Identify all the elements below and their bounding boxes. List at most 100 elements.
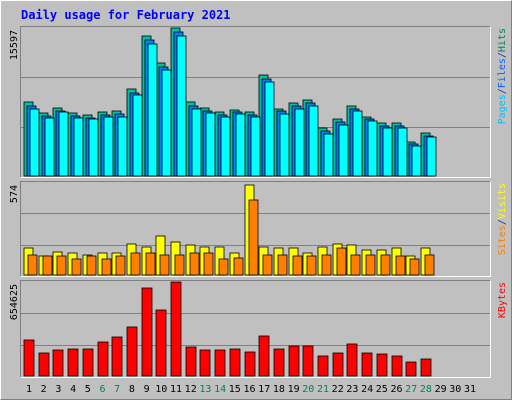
bar-pages-day-13: [205, 112, 216, 177]
bar-sites-day-27: [409, 258, 420, 276]
day-label-10: 10: [155, 384, 167, 395]
day-label-23: 23: [346, 384, 358, 395]
legend-entry: Files: [497, 58, 508, 88]
y-max-label: 654625: [9, 284, 20, 320]
bar-pages-day-1: [29, 108, 40, 177]
day-label-4: 4: [70, 384, 76, 395]
day-label-19: 19: [288, 384, 300, 395]
legend: Pages/Files/Hits: [497, 28, 508, 124]
bar-sites-day-8: [130, 252, 141, 276]
legend-entry: Hits: [497, 28, 508, 52]
legend-entry: Sites: [497, 225, 508, 255]
bar-sites-day-25: [380, 254, 391, 276]
day-label-29: 29: [435, 384, 447, 395]
bar-pages-day-3: [58, 111, 69, 177]
day-label-14: 14: [214, 384, 226, 395]
bar-kbytes-day-21: [317, 355, 329, 377]
bar-sites-day-12: [189, 252, 200, 276]
plot-border-dark: [20, 181, 491, 277]
day-label-30: 30: [449, 384, 461, 395]
legend-entry: Pages: [497, 94, 508, 124]
bar-kbytes-day-27: [405, 361, 417, 377]
bar-sites-day-18: [277, 254, 288, 276]
bar-pages-day-8: [132, 94, 143, 177]
bar-pages-day-24: [367, 120, 378, 177]
legend: Sites/Visits: [497, 183, 508, 255]
bar-kbytes-day-25: [376, 353, 388, 377]
y-max-label: 15597: [9, 30, 20, 60]
day-label-20: 20: [302, 384, 314, 395]
bar-kbytes-day-17: [258, 335, 270, 377]
bar-kbytes-day-2: [38, 352, 50, 377]
bar-sites-day-9: [145, 252, 156, 276]
bar-pages-day-16: [250, 116, 261, 177]
bar-kbytes-day-14: [214, 349, 226, 377]
bar-kbytes-day-18: [273, 348, 285, 377]
bar-sites-day-28: [424, 254, 435, 276]
day-label-8: 8: [129, 384, 135, 395]
day-label-31: 31: [464, 384, 476, 395]
bar-pages-day-25: [382, 127, 393, 177]
bar-kbytes-day-20: [302, 345, 314, 377]
bar-pages-day-17: [264, 81, 275, 177]
plot-border-light: [20, 26, 491, 178]
bar-kbytes-day-11: [170, 281, 182, 377]
bar-sites-day-11: [174, 254, 185, 276]
bar-pages-day-7: [117, 116, 128, 177]
bar-sites-day-24: [365, 254, 376, 276]
day-label-18: 18: [273, 384, 285, 395]
bar-sites-day-4: [71, 258, 82, 276]
bar-sites-day-17: [262, 254, 273, 276]
bar-pages-day-18: [279, 113, 290, 177]
bar-kbytes-day-15: [229, 348, 241, 377]
bar-kbytes-day-22: [332, 352, 344, 377]
plot-border-dark: [20, 26, 491, 178]
x-axis-day-labels: 1 2 3 4 5 6 7 8 9 10 11 12 13 14 15 16 17 18 19 20 21 22 23 24 2…: [26, 384, 476, 395]
bar-pages-day-6: [103, 116, 114, 177]
day-label-13: 13: [199, 384, 211, 395]
bar-sites-day-2: [42, 255, 53, 276]
bar-pages-day-26: [397, 127, 408, 177]
bar-pages-day-11: [176, 35, 187, 177]
bar-sites-day-15: [233, 257, 244, 276]
bar-kbytes-day-6: [97, 341, 109, 377]
bar-pages-day-22: [338, 124, 349, 177]
day-label-24: 24: [361, 384, 373, 395]
plot-border-light: [20, 181, 491, 277]
legend-entry: /: [497, 88, 508, 94]
series-kbytes: [23, 281, 432, 377]
y-max-label: 574: [9, 185, 20, 203]
day-label-5: 5: [85, 384, 91, 395]
legend-entry: /: [497, 52, 508, 58]
bar-sites-day-16: [248, 199, 259, 276]
day-label-11: 11: [170, 384, 182, 395]
bar-kbytes-day-9: [141, 287, 153, 377]
bar-kbytes-day-1: [23, 339, 35, 377]
bar-pages-day-21: [323, 133, 334, 177]
bar-kbytes-day-12: [185, 346, 197, 377]
bar-kbytes-day-7: [111, 336, 123, 377]
legend-entry: /: [497, 219, 508, 225]
bar-kbytes-day-13: [199, 349, 211, 377]
bar-sites-day-22: [336, 247, 347, 276]
bar-pages-day-23: [352, 110, 363, 177]
panel-kbytes: 654625 KBytes: [9, 280, 508, 378]
bar-sites-day-26: [395, 255, 406, 276]
bar-kbytes-day-28: [420, 358, 432, 377]
bar-sites-day-10: [159, 254, 170, 276]
day-label-16: 16: [243, 384, 255, 395]
bar-pages-day-20: [308, 105, 319, 177]
bar-kbytes-day-24: [361, 352, 373, 377]
bar-kbytes-day-5: [82, 348, 94, 377]
plot-border-dark: [20, 280, 491, 378]
series-sites: [27, 199, 435, 276]
bar-pages-day-5: [88, 118, 99, 177]
bar-kbytes-day-26: [391, 355, 403, 377]
bar-kbytes-day-3: [52, 349, 64, 377]
day-label-1: 1: [26, 384, 32, 395]
day-label-21: 21: [317, 384, 329, 395]
day-label-22: 22: [332, 384, 344, 395]
bar-pages-day-10: [161, 69, 172, 177]
legend-entry: KBytes: [497, 282, 508, 318]
